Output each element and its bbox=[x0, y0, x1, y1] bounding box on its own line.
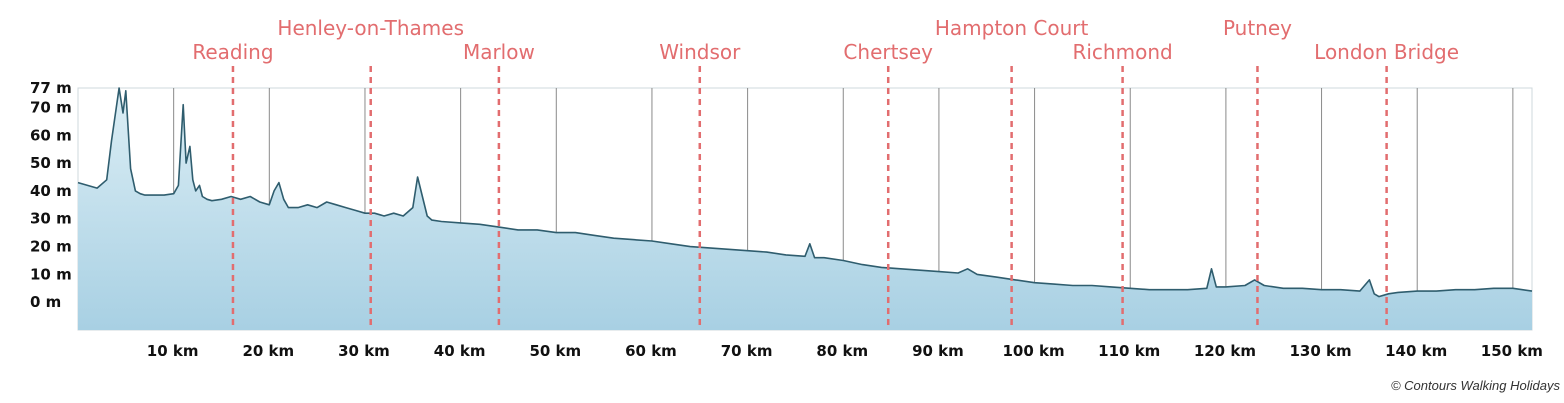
elevation-line bbox=[77, 87, 1533, 298]
x-tick-label-6: 70 km bbox=[721, 342, 773, 360]
town-label-2: Marlow bbox=[463, 40, 535, 64]
town-label-1: Henley-on-Thames bbox=[277, 16, 464, 40]
town-label-4: Chertsey bbox=[843, 40, 933, 64]
x-tick-label-13: 140 km bbox=[1385, 342, 1447, 360]
x-tick-label-9: 100 km bbox=[1003, 342, 1065, 360]
x-tick-label-8: 90 km bbox=[912, 342, 964, 360]
y-tick-label-4: 40 m bbox=[30, 182, 72, 200]
y-tick-label-1: 10 m bbox=[30, 265, 72, 283]
x-tick-label-4: 50 km bbox=[529, 342, 581, 360]
y-axis: 0 m 10 m 20 m 30 m 40 m 50 m 60 m 70 m77 m bbox=[30, 79, 72, 311]
x-tick-label-3: 40 km bbox=[434, 342, 486, 360]
town-label-6: Richmond bbox=[1072, 40, 1172, 64]
town-label-7: Putney bbox=[1223, 16, 1292, 40]
y-tick-label-6: 60 m bbox=[30, 126, 72, 144]
x-tick-label-14: 150 km bbox=[1481, 342, 1543, 360]
x-tick-label-0: 10 km bbox=[147, 342, 199, 360]
x-tick-label-10: 110 km bbox=[1098, 342, 1160, 360]
elevation-area bbox=[78, 88, 1532, 330]
y-tick-label-8: 77 m bbox=[30, 79, 72, 97]
x-tick-label-1: 20 km bbox=[242, 342, 294, 360]
y-tick-label-2: 20 m bbox=[30, 238, 72, 256]
x-axis: 10 km 20 km 30 km 40 km 50 km 60 km 70 km 80 km… bbox=[147, 342, 1543, 360]
x-tick-label-5: 60 km bbox=[625, 342, 677, 360]
y-tick-label-3: 30 m bbox=[30, 210, 72, 228]
y-tick-label-5: 50 m bbox=[30, 154, 72, 172]
town-label-5: Hampton Court bbox=[935, 16, 1089, 40]
town-label-0: Reading bbox=[192, 40, 273, 64]
y-tick-label-0: 0 m bbox=[30, 293, 61, 311]
town-label-3: Windsor bbox=[659, 40, 741, 64]
town-label-8: London Bridge bbox=[1314, 40, 1459, 64]
x-tick-label-7: 80 km bbox=[816, 342, 868, 360]
x-tick-label-11: 120 km bbox=[1194, 342, 1256, 360]
y-tick-label-7: 70 m bbox=[30, 98, 72, 116]
x-tick-label-2: 30 km bbox=[338, 342, 390, 360]
x-tick-label-12: 130 km bbox=[1289, 342, 1351, 360]
copyright-text: © Contours Walking Holidays bbox=[1390, 378, 1560, 393]
